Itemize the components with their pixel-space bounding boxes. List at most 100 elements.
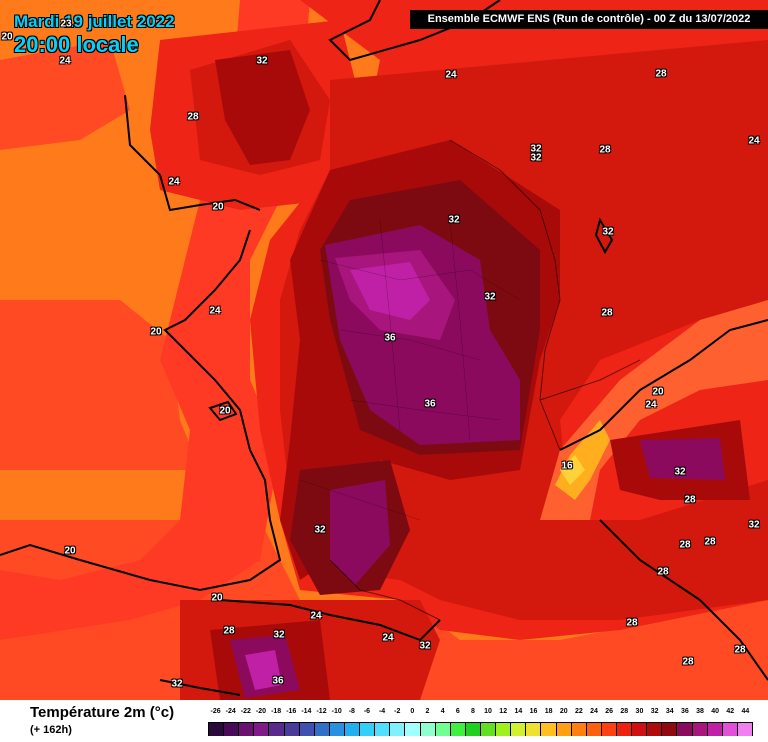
departments — [299, 219, 521, 521]
isotherm-label: 28 — [682, 656, 694, 668]
isotherm-label: 20 — [652, 386, 664, 398]
isotherm-label: 28 — [599, 144, 611, 156]
scale-tick-label: -24 — [225, 708, 236, 715]
isotherm-label: 32 — [484, 291, 496, 303]
isotherm-label: 28 — [657, 566, 669, 578]
alps-12 — [560, 455, 585, 485]
scale-tick-label: 28 — [620, 708, 629, 715]
isotherm-label: 24 — [382, 632, 394, 644]
scale-tick-label: 22 — [574, 708, 583, 715]
isotherm-label: 28 — [223, 625, 235, 637]
sea-west — [0, 300, 200, 470]
isotherm-label: 28 — [734, 644, 746, 656]
time-text: 20:00 locale — [14, 32, 139, 57]
aquitaine-36 — [330, 480, 390, 585]
scale-swatch — [662, 723, 678, 736]
temperature-map: Mardi 19 juillet 2022 20:00 locale Ensem… — [0, 0, 768, 700]
scale-swatch — [722, 723, 738, 736]
legend-title: Température 2m (°c) — [30, 704, 175, 721]
scale-tick-label: -8 — [348, 708, 355, 715]
isotherm-label: 28 — [187, 111, 199, 123]
isotherm-label: 32 — [171, 678, 183, 690]
scale-swatch — [737, 723, 753, 736]
isotherm-label: 28 — [626, 617, 638, 629]
scale-swatch — [586, 723, 602, 736]
scale-swatch — [224, 723, 240, 736]
scale-swatch — [269, 723, 285, 736]
scale-tick-label: 4 — [440, 708, 445, 715]
isotherm-label: 28 — [684, 494, 696, 506]
scale-swatch — [239, 723, 255, 736]
scale-swatch — [692, 723, 708, 736]
isotherm-label: 24 — [168, 176, 180, 188]
isotherm-label: 20 — [219, 405, 231, 417]
scale-tick-label: 26 — [605, 708, 614, 715]
isotherm-label: 36 — [272, 675, 284, 687]
scale-swatch — [677, 723, 693, 736]
scale-tick-label: 30 — [635, 708, 644, 715]
scale-tick-label: -12 — [316, 708, 327, 715]
isotherm-label: 24 — [209, 305, 221, 317]
scale-swatch — [465, 723, 481, 736]
scale-tick-label: 14 — [514, 708, 523, 715]
scale-swatch — [556, 723, 572, 736]
scale-tick-label: 6 — [455, 708, 460, 715]
isotherm-label: 16 — [561, 460, 573, 472]
isotherm-label: 28 — [601, 307, 613, 319]
scale-swatch — [420, 723, 436, 736]
scale-tick-label: 12 — [499, 708, 508, 715]
scale-tick-label: 18 — [544, 708, 553, 715]
isotherm-label: 32 — [256, 55, 268, 67]
isotherm-label: 28 — [679, 539, 691, 551]
scale-tick-label: 34 — [665, 708, 674, 715]
isotherm-label: 23 — [60, 18, 72, 30]
isotherm-label: 32 — [273, 629, 285, 641]
scale-swatch — [329, 723, 345, 736]
scale-swatch — [299, 723, 315, 736]
france-40 — [350, 262, 430, 320]
scale-swatch — [647, 723, 663, 736]
scale-swatch — [208, 723, 225, 736]
map-canvas — [0, 0, 768, 700]
scale-tick-label: 16 — [529, 708, 538, 715]
legend: Température 2m (°c) (+ 162h) -26 -24 -22 -2… — [0, 700, 768, 742]
scale-tick-label: -4 — [378, 708, 386, 715]
scale-tick-label: 24 — [590, 708, 598, 715]
scale-swatch — [571, 723, 587, 736]
scale-tick-label: -14 — [301, 708, 312, 715]
ireland-land — [0, 40, 130, 150]
isotherm-label: 20 — [150, 326, 162, 338]
scale-swatch — [390, 723, 406, 736]
isotherm-label: 32 — [314, 524, 326, 536]
borders — [329, 139, 641, 621]
scale-swatch — [450, 723, 466, 736]
scale-tick-label: 2 — [425, 708, 430, 715]
isotherm-label: 24 — [645, 399, 657, 411]
isotherm-label: 32 — [748, 519, 760, 531]
scale-swatch — [480, 723, 497, 736]
scale-swatch — [254, 723, 270, 736]
scale-tick-label: 8 — [470, 708, 475, 715]
scale-swatch — [526, 723, 542, 736]
color-scale: -26 -24 -22 -20 -18 -16 -14 -12 -10 -8 -6 -4 -2 0 2 4 6 8… — [208, 708, 753, 738]
scale-swatch — [405, 723, 421, 736]
scale-swatch — [541, 723, 557, 736]
scale-tick-label: -2 — [394, 708, 401, 715]
scale-tick-label: 32 — [650, 708, 659, 715]
isotherm-label: 28 — [655, 68, 667, 80]
date-text: Mardi 19 juillet 2022 — [14, 12, 175, 31]
isotherm-label: 24 — [59, 55, 71, 67]
isotherm-label: 32 — [530, 143, 542, 155]
britain-core — [215, 50, 310, 165]
isotherm-label: 28 — [704, 536, 716, 548]
scale-tick-label: -10 — [331, 708, 342, 715]
scale-tick-label: 38 — [696, 708, 704, 715]
scale-swatch — [616, 723, 633, 736]
scale-swatch — [344, 723, 361, 736]
isotherm-label: 24 — [310, 610, 322, 622]
scale-swatch — [314, 723, 330, 736]
scale-tick-label: 44 — [741, 708, 750, 715]
scale-tick-label: -20 — [255, 708, 267, 715]
scale-tick-label: 36 — [680, 708, 689, 715]
scale-tick-label: -6 — [363, 708, 371, 715]
